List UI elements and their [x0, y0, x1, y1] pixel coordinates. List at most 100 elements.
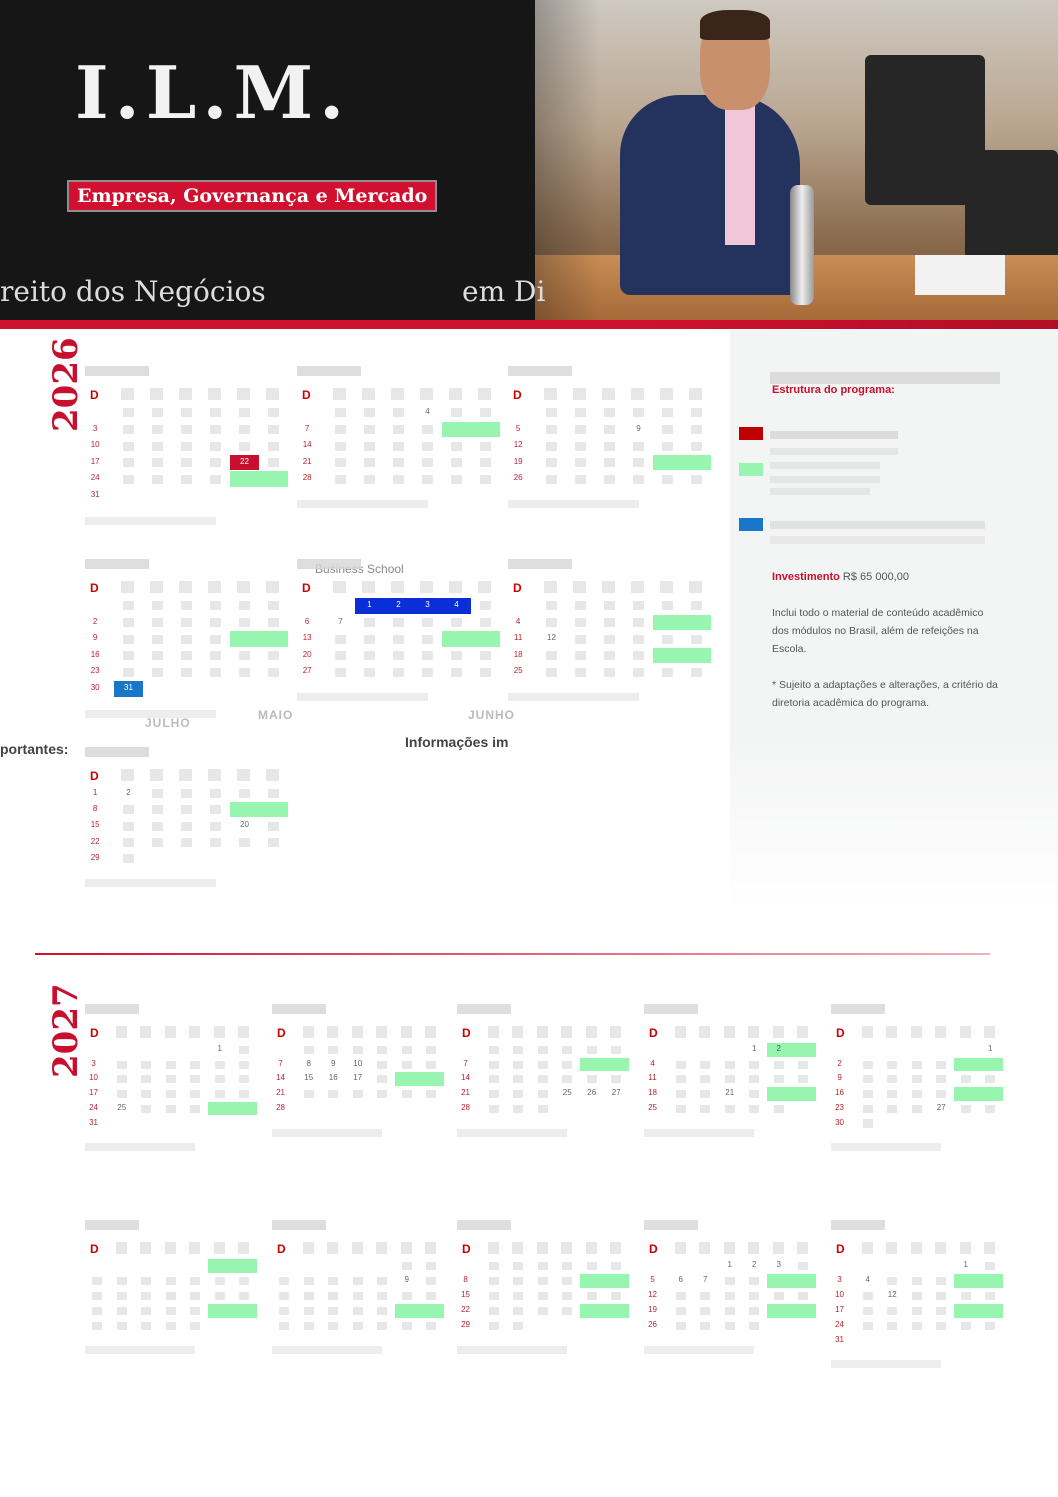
calendar-day — [401, 1090, 412, 1099]
investment-value: R$ 65 000,00 — [842, 571, 909, 583]
weekday-header — [544, 388, 558, 400]
weekday-header — [266, 769, 280, 781]
calendar-day: 1 — [988, 1044, 993, 1053]
calendar-day — [450, 441, 463, 451]
calendar-day-highlight: 4 — [442, 598, 471, 614]
calendar-day — [116, 1060, 127, 1069]
calendar-day: 17 — [353, 1073, 363, 1083]
calendar-day — [363, 458, 376, 468]
weekday-header — [376, 1026, 388, 1038]
info-heading-fragment-2: portantes: — [0, 741, 69, 757]
calendar-day — [911, 1060, 922, 1069]
calendar-day — [180, 617, 193, 628]
calendar-day: 24 — [90, 473, 100, 483]
calendar-day — [141, 1104, 152, 1113]
calendar-day — [334, 474, 347, 484]
calendar-day — [209, 474, 222, 484]
calendar-day — [985, 1104, 996, 1113]
calendar-day: 23 — [835, 1102, 845, 1112]
calendar-day — [180, 441, 193, 451]
calendar-day: 31 — [89, 1117, 99, 1127]
calendar-day — [363, 424, 376, 435]
hero-photo — [535, 0, 1058, 320]
calendar-day — [180, 408, 193, 418]
weekday-header — [536, 1242, 548, 1254]
weekday-header — [150, 769, 164, 781]
calendar-day: 25 — [562, 1088, 572, 1098]
calendar-day: 1 — [963, 1260, 968, 1269]
calendar-day — [960, 1075, 971, 1084]
legend-swatch-green — [739, 463, 763, 476]
calendar-day: 19 — [513, 456, 523, 466]
calendar-day — [180, 458, 193, 468]
calendar-day — [303, 1090, 314, 1099]
calendar-day — [180, 667, 193, 677]
calendar-day — [675, 1104, 686, 1113]
calendar-day — [421, 424, 434, 435]
calendar-day — [574, 408, 587, 418]
calendar-day — [488, 1104, 499, 1113]
calendar-day — [363, 474, 376, 484]
calendar-day — [603, 651, 616, 661]
program-subtitle: reito dos Negócios — [0, 275, 266, 308]
month-note — [85, 709, 216, 718]
month-name — [85, 1004, 139, 1014]
calendar-day-highlight — [953, 1057, 978, 1072]
calendar-day — [749, 1291, 760, 1300]
weekday-header — [723, 1242, 735, 1254]
calendar-day — [116, 1276, 127, 1286]
month-note — [831, 1143, 942, 1152]
calendar-day-highlight: 31 — [114, 681, 143, 697]
calendar-day-highlight — [471, 421, 500, 438]
calendar-day — [141, 1306, 152, 1315]
calendar-day-highlight — [259, 802, 288, 818]
calendar-day — [190, 1075, 201, 1084]
calendar-day: 24 — [835, 1319, 845, 1329]
calendar-day — [513, 1261, 524, 1271]
calendar-day — [545, 458, 558, 468]
calendar-day — [426, 1090, 437, 1099]
calendar-day — [675, 1075, 686, 1084]
calendar-day — [426, 1291, 437, 1300]
calendar-day — [700, 1291, 711, 1300]
calendar-day — [985, 1261, 996, 1271]
calendar-day: 14 — [302, 440, 312, 450]
weekday-header — [150, 581, 164, 593]
calendar-day — [488, 1306, 499, 1315]
calendar-day — [611, 1075, 622, 1084]
calendar-day — [611, 1291, 622, 1300]
calendar-day — [603, 441, 616, 451]
calendar-day — [426, 1060, 437, 1069]
calendar-day: 7 — [463, 1058, 468, 1068]
weekday-header: D — [90, 1242, 99, 1256]
month-name — [508, 559, 572, 569]
weekday-header: D — [90, 581, 99, 595]
calendar-day — [603, 617, 616, 628]
month-name — [85, 559, 149, 569]
calendar-day — [450, 651, 463, 661]
calendar-day — [377, 1075, 388, 1084]
weekday-header — [333, 388, 347, 400]
calendar-day — [488, 1261, 499, 1271]
weekday-header — [140, 1026, 152, 1038]
calendar-day — [180, 474, 193, 484]
calendar-day: 14 — [276, 1073, 286, 1083]
month-note — [85, 1143, 196, 1152]
weekday-header — [213, 1026, 225, 1038]
calendar-day — [239, 1276, 250, 1286]
calendar-day — [632, 601, 645, 611]
month-note — [644, 1128, 755, 1137]
calendar-day — [151, 408, 164, 418]
calendar-day: 10 — [90, 440, 100, 450]
calendar-day — [513, 1060, 524, 1069]
calendar-day — [190, 1276, 201, 1286]
calendar-day — [862, 1104, 873, 1113]
calendar-day: 29 — [90, 852, 100, 862]
calendar-day — [911, 1090, 922, 1099]
weekday-header — [391, 581, 405, 593]
weekday-header: D — [836, 1026, 845, 1040]
calendar-day — [122, 805, 135, 815]
calendar-day — [574, 634, 587, 644]
calendar-day: 7 — [278, 1058, 283, 1068]
month-name — [831, 1004, 885, 1014]
